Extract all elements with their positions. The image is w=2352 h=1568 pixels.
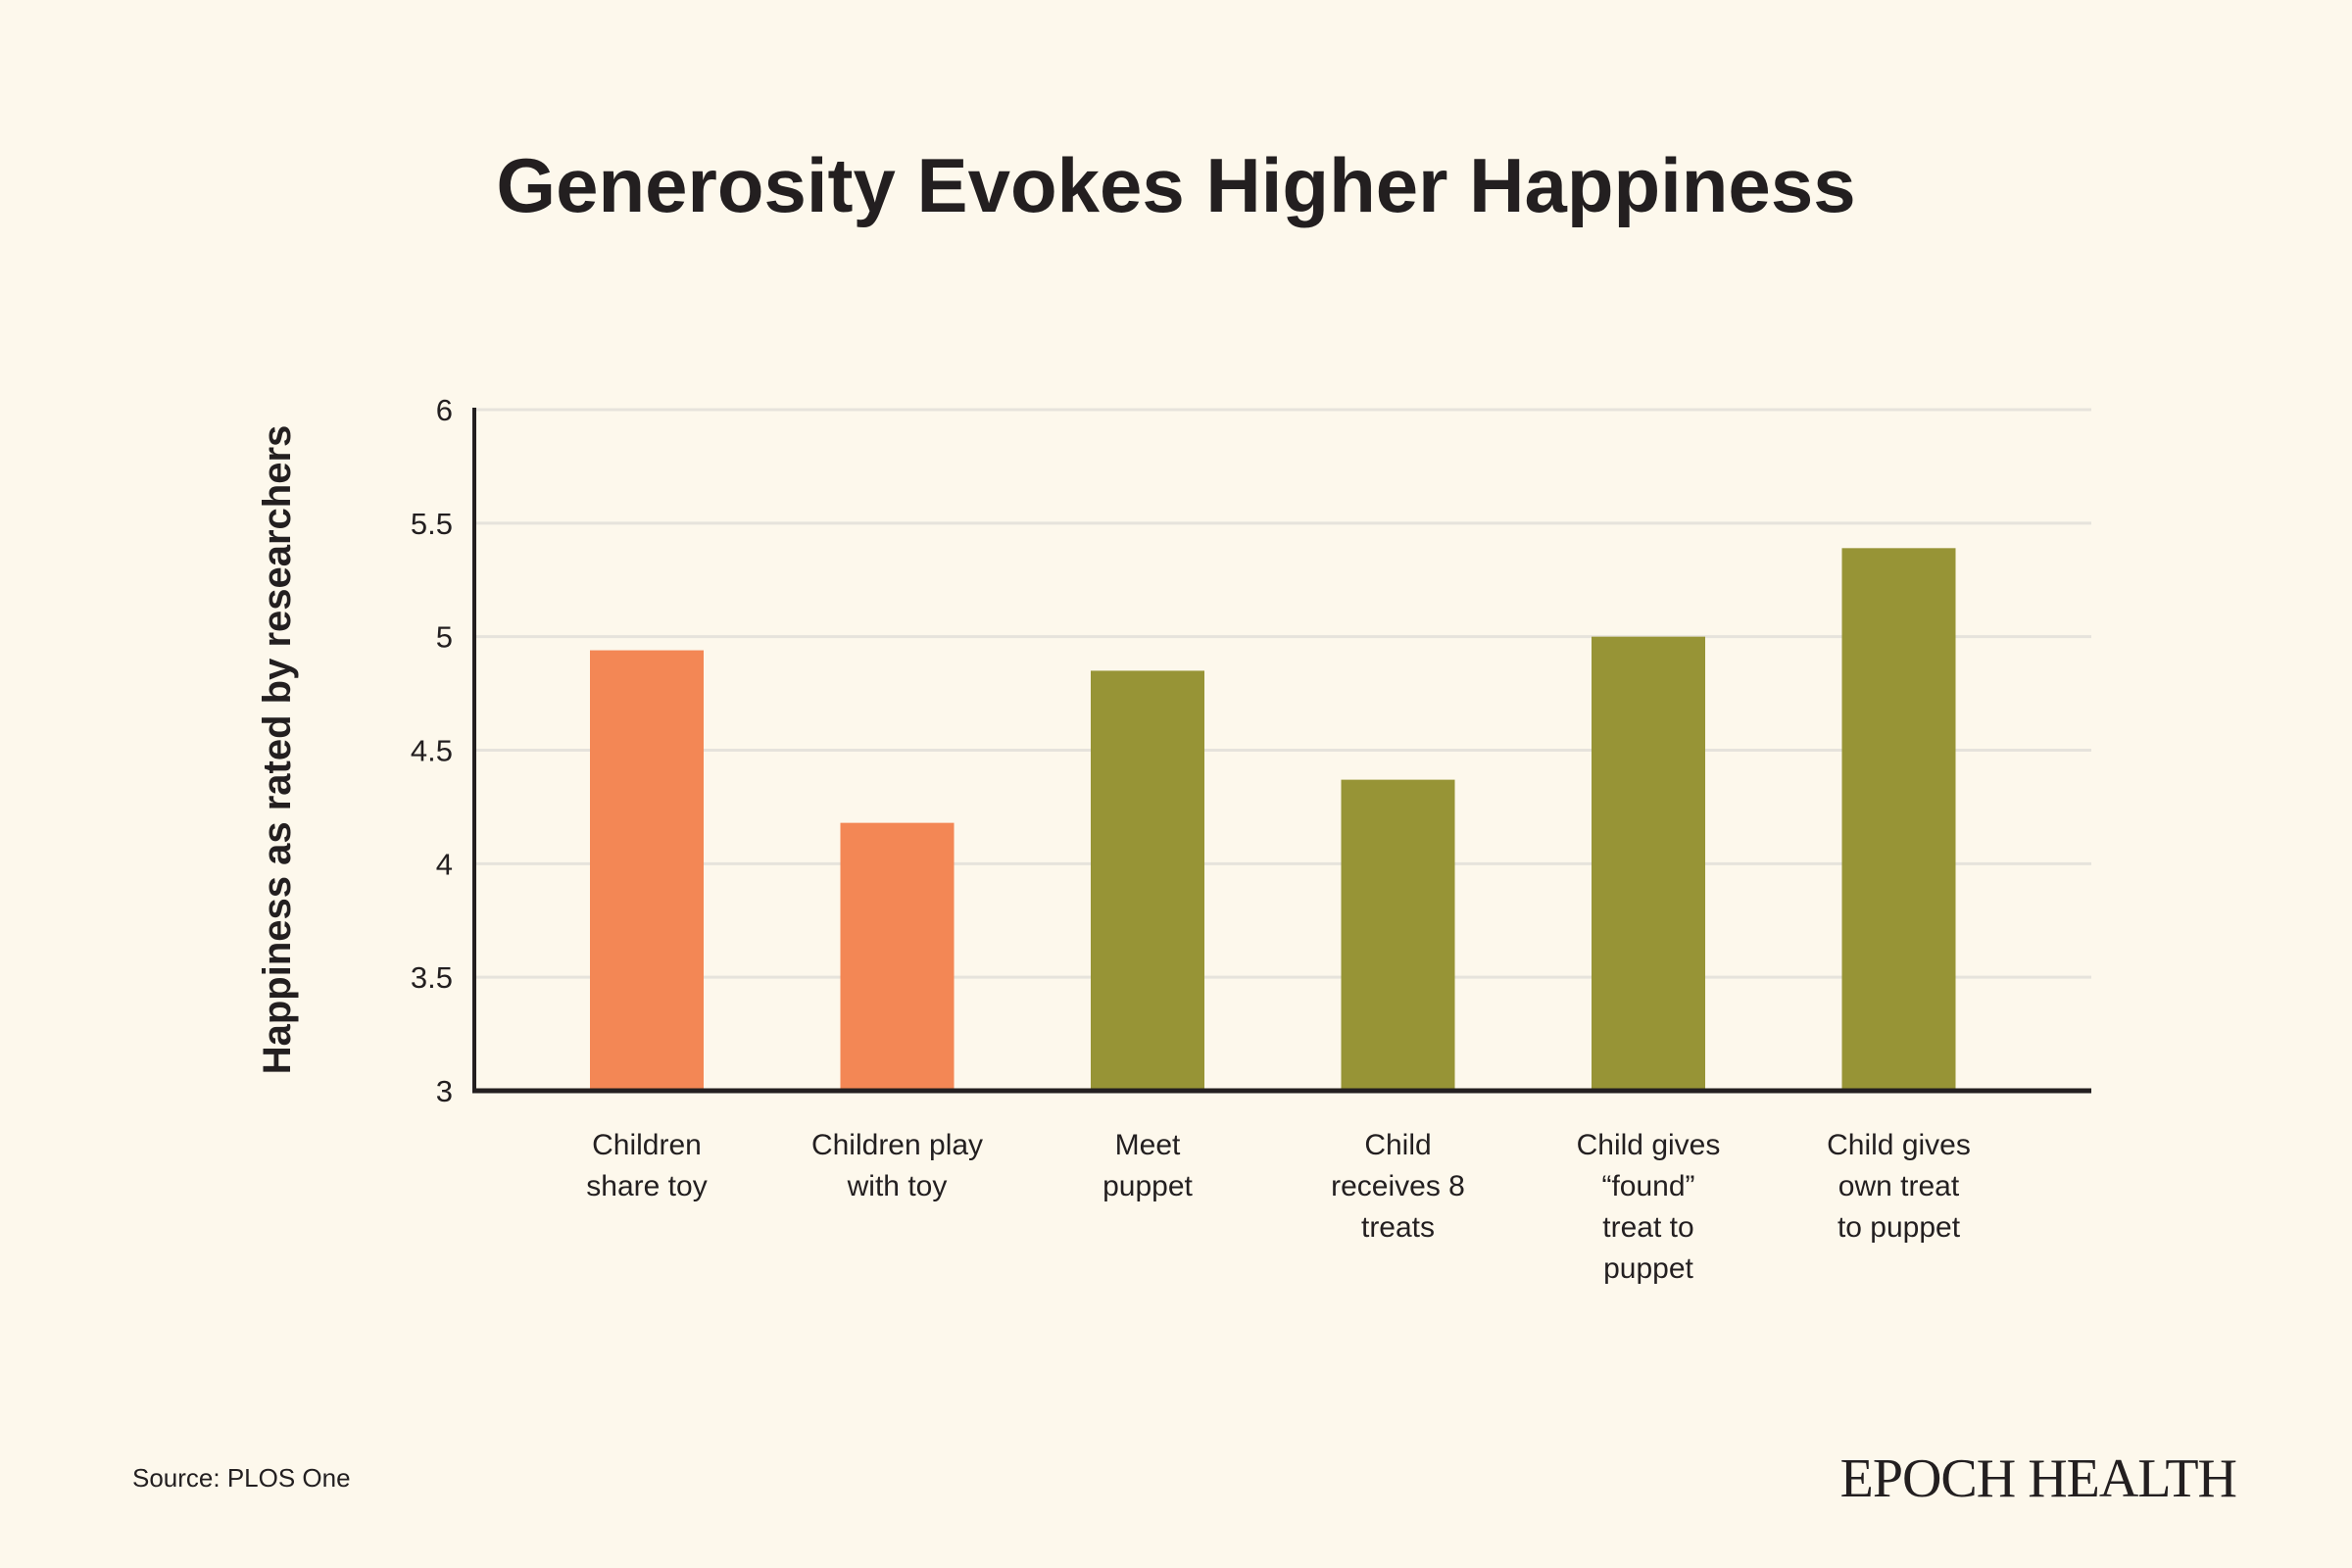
category-label-line: puppet	[1603, 1252, 1693, 1285]
category-label-line: Child gives	[1577, 1129, 1721, 1161]
y-tick-label: 5.5	[411, 507, 453, 541]
y-tick-label: 4.5	[411, 734, 453, 768]
category-label-line: treats	[1361, 1211, 1435, 1244]
gridlines	[474, 408, 2091, 979]
category-label-line: with toy	[847, 1170, 948, 1202]
category-label-line: puppet	[1102, 1170, 1193, 1202]
y-tick-label: 6	[436, 393, 453, 427]
bar	[1091, 670, 1204, 1091]
category-label-line: Child	[1364, 1129, 1431, 1161]
category-label: Child gives own treat to puppet	[1827, 1129, 1971, 1244]
category-label-line: Child gives	[1827, 1129, 1971, 1161]
chart-title: Generosity Evokes Higher Happiness	[496, 142, 1855, 228]
bar	[1841, 548, 1956, 1091]
category-label: Children play with toy	[811, 1129, 983, 1202]
bar	[590, 650, 704, 1091]
bar	[840, 822, 955, 1091]
category-label-line: to puppet	[1838, 1211, 1961, 1244]
epoch-health-logo: EPOCH HEALTH	[1840, 1448, 2236, 1509]
y-tick-label: 3.5	[411, 960, 453, 995]
category-label-line: Children	[592, 1129, 702, 1161]
category-label: Child gives “found” treat to puppet	[1577, 1129, 1721, 1285]
category-label-line: Meet	[1115, 1129, 1181, 1161]
bar	[1592, 636, 1705, 1091]
category-label-line: receives 8	[1331, 1170, 1465, 1202]
category-label-line: treat to	[1602, 1211, 1693, 1244]
category-label: Meet puppet	[1102, 1129, 1193, 1202]
category-label-line: own treat	[1838, 1170, 1960, 1202]
y-tick-labels: 3 3.5 4 4.5 5 5.5 6	[411, 393, 453, 1108]
category-label: Child receives 8 treats	[1331, 1129, 1465, 1244]
source-note: Source: PLOS One	[132, 1463, 351, 1493]
x-category-labels: Children share toy Children play with toy Me…	[586, 1129, 1971, 1285]
y-tick-label: 4	[436, 847, 453, 881]
y-tick-label: 3	[436, 1074, 453, 1108]
category-label-line: Children play	[811, 1129, 983, 1161]
y-axis-label: Happiness as rated by researchers	[256, 425, 299, 1075]
bars	[590, 548, 1956, 1091]
category-label-line: “found”	[1601, 1170, 1694, 1202]
category-label: Children share toy	[586, 1129, 707, 1202]
bar	[1341, 779, 1455, 1091]
y-tick-label: 5	[436, 620, 453, 655]
category-label-line: share toy	[586, 1170, 707, 1202]
